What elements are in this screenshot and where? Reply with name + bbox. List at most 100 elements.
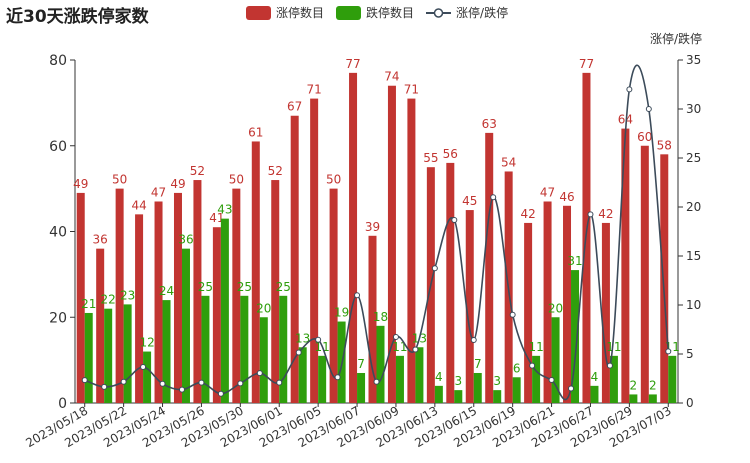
ratio-point xyxy=(626,86,633,93)
bar-limit-down xyxy=(104,308,113,403)
ratio-point xyxy=(548,376,555,383)
bar-limit-down xyxy=(609,355,618,403)
bar-limit-up xyxy=(193,180,202,403)
bar-limit-up xyxy=(310,98,319,404)
bar-limit-up xyxy=(524,222,533,403)
bar-limit-up xyxy=(601,222,610,403)
data-label-limit-up: 63 xyxy=(482,117,497,131)
legend-swatch-limit-up xyxy=(246,5,271,20)
data-label-limit-down: 20 xyxy=(548,301,563,315)
bar-limit-down xyxy=(590,385,599,403)
bar-limit-down xyxy=(629,394,638,403)
data-label-limit-down: 11 xyxy=(528,340,543,354)
y-left-tick-label: 80 xyxy=(49,53,67,69)
bar-limit-down xyxy=(434,385,443,403)
bar-limit-up xyxy=(271,180,280,403)
bar-limit-up xyxy=(173,192,182,403)
bar-limit-up xyxy=(465,210,474,403)
data-label-limit-down: 24 xyxy=(159,284,174,298)
data-label-limit-down: 4 xyxy=(435,370,443,384)
ratio-point xyxy=(178,386,185,393)
data-label-limit-down: 2 xyxy=(630,378,638,392)
bar-limit-down xyxy=(259,317,268,403)
legend-item-limit-up[interactable]: 涨停数目 xyxy=(246,4,324,21)
data-label-limit-down: 2 xyxy=(649,378,657,392)
data-label-limit-up: 56 xyxy=(443,147,458,161)
bar-limit-up xyxy=(640,145,649,403)
bar-limit-down xyxy=(648,394,657,403)
data-label-limit-down: 13 xyxy=(295,331,310,345)
bar-limit-up xyxy=(407,98,416,404)
ratio-point xyxy=(256,370,263,377)
data-label-limit-up: 44 xyxy=(131,198,146,212)
y-left-tick-label: 0 xyxy=(58,396,67,412)
bar-limit-down xyxy=(220,218,229,403)
ratio-point xyxy=(120,378,127,385)
chart-legend[interactable]: 涨停数目 跌停数目 涨停/跌停 xyxy=(246,4,520,21)
y-right-axis-label: 涨停/跌停 xyxy=(650,31,702,46)
legend-item-ratio[interactable]: 涨停/跌停 xyxy=(426,4,508,21)
bar-limit-up xyxy=(135,214,144,403)
ratio-point xyxy=(315,336,322,343)
bar-limit-down xyxy=(162,300,171,403)
bar-limit-down xyxy=(357,372,366,403)
bar-limit-down xyxy=(201,295,210,403)
data-label-limit-up: 42 xyxy=(520,207,535,221)
bar-limit-down xyxy=(395,355,404,403)
ratio-point xyxy=(665,348,672,355)
y-right-tick-label: 25 xyxy=(686,151,701,165)
bar-limit-down xyxy=(84,312,93,403)
ratio-point xyxy=(217,390,224,397)
bar-limit-down xyxy=(532,355,541,403)
bar-limit-up xyxy=(621,128,630,403)
data-label-limit-down: 25 xyxy=(237,280,252,294)
bar-limit-up xyxy=(349,72,358,404)
bar-limit-down xyxy=(279,295,288,403)
data-label-limit-up: 46 xyxy=(559,190,574,204)
ratio-point xyxy=(295,349,302,356)
data-label-limit-up: 39 xyxy=(365,220,380,234)
data-label-limit-down: 11 xyxy=(606,340,621,354)
y-left-tick-label: 40 xyxy=(49,225,67,241)
data-label-limit-up: 49 xyxy=(170,177,185,191)
data-label-limit-down: 31 xyxy=(567,254,582,268)
legend-swatch-limit-down xyxy=(336,5,362,20)
data-label-limit-down: 25 xyxy=(198,280,213,294)
ratio-point xyxy=(431,265,438,272)
y-right-tick-label: 20 xyxy=(686,200,701,214)
data-label-limit-up: 41 xyxy=(209,211,224,225)
bar-limit-down xyxy=(181,248,190,403)
bar-limit-down xyxy=(668,355,677,403)
bar-limit-up xyxy=(115,188,124,403)
bar-limit-up xyxy=(154,201,163,403)
ratio-point xyxy=(490,194,497,201)
data-label-limit-down: 25 xyxy=(276,280,291,294)
ratio-point xyxy=(373,378,380,385)
data-label-limit-down: 7 xyxy=(474,357,482,371)
data-label-limit-up: 74 xyxy=(384,70,399,84)
legend-line-icon xyxy=(426,7,452,18)
data-label-limit-down: 4 xyxy=(591,370,599,384)
data-label-limit-up: 58 xyxy=(657,138,672,152)
chart-title: 近30天涨跌停家数 xyxy=(6,7,149,27)
data-label-limit-up: 71 xyxy=(404,83,419,97)
bar-limit-up xyxy=(96,248,105,403)
ratio-point xyxy=(276,379,283,386)
bar-limit-up xyxy=(232,188,241,403)
legend-item-limit-down[interactable]: 跌停数目 xyxy=(336,4,414,21)
ratio-point xyxy=(470,336,477,343)
y-right-tick-label: 10 xyxy=(686,298,701,312)
data-label-limit-down: 36 xyxy=(178,233,193,247)
data-label-limit-down: 6 xyxy=(513,361,521,375)
bar-limit-down xyxy=(454,390,463,403)
ratio-point xyxy=(101,383,108,390)
bar-limit-down xyxy=(551,317,560,403)
bar-limit-down xyxy=(376,325,385,403)
data-label-limit-up: 52 xyxy=(268,164,283,178)
data-label-limit-down: 43 xyxy=(217,203,232,217)
ratio-point xyxy=(509,311,516,318)
ratio-point xyxy=(198,379,205,386)
data-label-limit-down: 3 xyxy=(493,374,501,388)
ratio-point xyxy=(392,334,399,341)
